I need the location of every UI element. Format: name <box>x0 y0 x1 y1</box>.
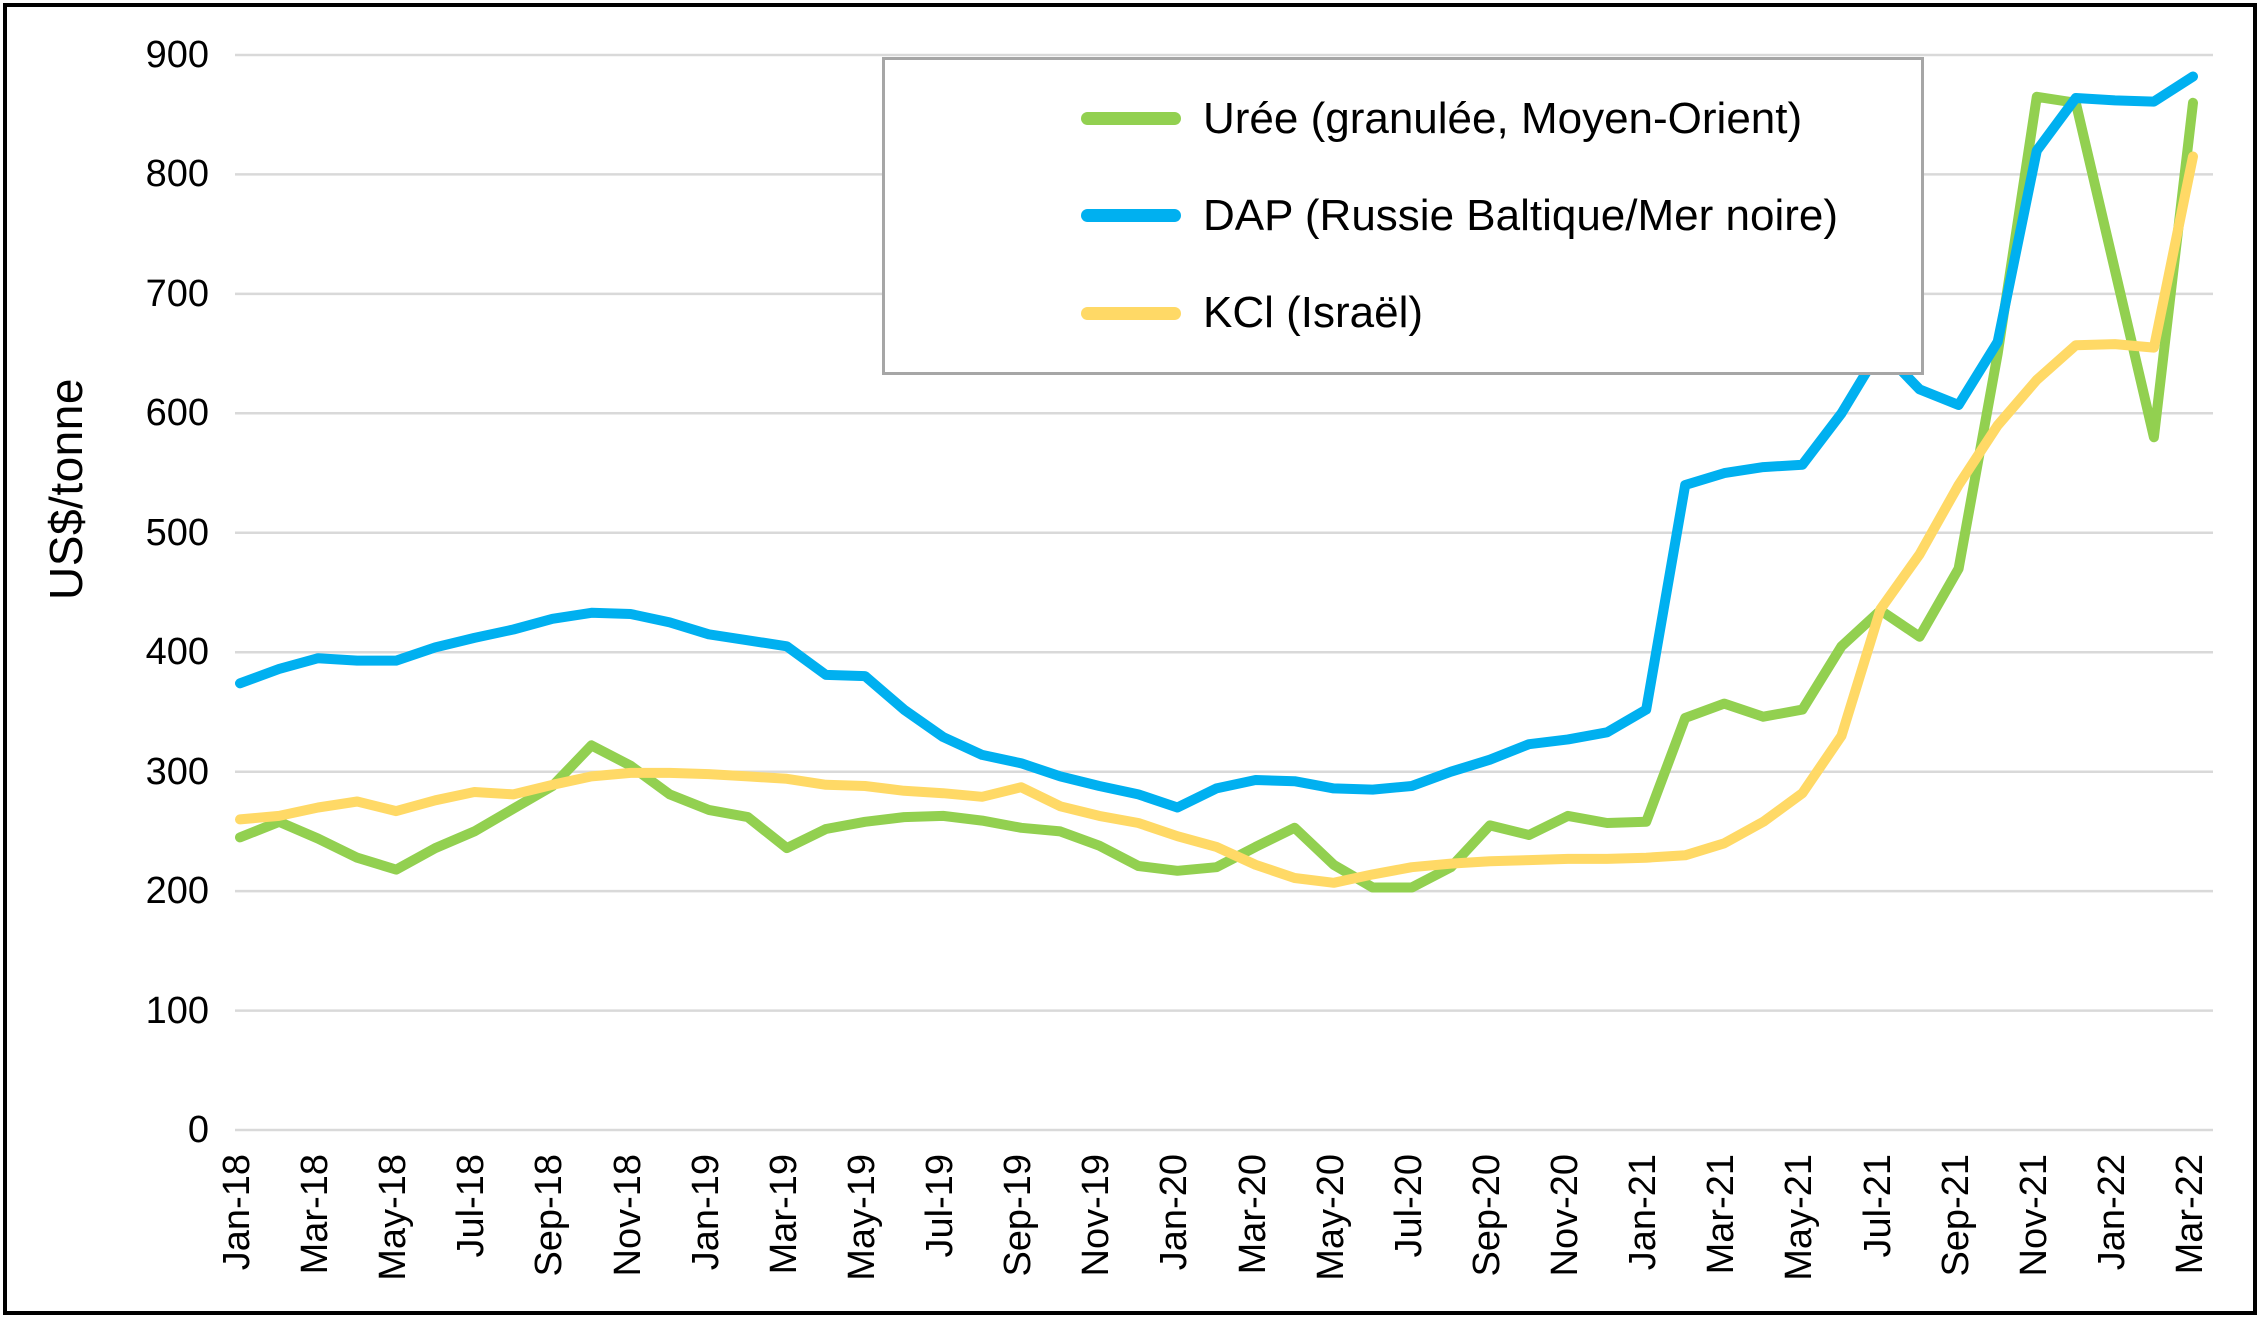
y-tick-label: 400 <box>145 631 209 674</box>
series-line-0 <box>235 91 2198 893</box>
x-tick-label: Jul-20 <box>1387 1154 1430 1258</box>
y-tick-label: 700 <box>145 272 209 315</box>
x-tick-label: May-18 <box>372 1154 415 1281</box>
legend-swatch-kcl-line <box>1081 306 1181 320</box>
legend-swatch-dap-line <box>1081 209 1181 223</box>
y-tick-label: 800 <box>145 153 209 196</box>
y-tick-label: 100 <box>145 989 209 1032</box>
x-tick-label: Nov-19 <box>1075 1154 1118 1277</box>
x-tick-label: Nov-18 <box>606 1154 649 1277</box>
x-tick-label: May-21 <box>1778 1154 1821 1281</box>
y-tick-label: 600 <box>145 392 209 435</box>
x-tick-label: Mar-19 <box>762 1154 805 1275</box>
y-tick-label: 500 <box>145 511 209 554</box>
x-tick-label: Sep-19 <box>997 1154 1040 1277</box>
chart-frame: US$/tonne 0 100 200 300 400 500 600 700 800 900 J… <box>3 3 2257 1315</box>
y-tick-label: 0 <box>187 1109 209 1151</box>
y-tick-label: 900 <box>145 34 209 76</box>
x-tick-label: Jan-21 <box>1622 1154 1665 1271</box>
x-tick-label: Nov-21 <box>2012 1154 2055 1277</box>
x-tick-label: Sep-21 <box>1934 1154 1977 1277</box>
legend-label-kcl: KCl (Israël) <box>1203 288 1424 338</box>
x-tick-label: Mar-21 <box>1700 1154 1743 1275</box>
x-tick-label: Sep-18 <box>528 1154 571 1277</box>
legend-swatch-uree-line <box>1081 112 1181 126</box>
x-tick-label: May-19 <box>840 1154 883 1281</box>
x-tick-label: Jul-19 <box>919 1154 962 1258</box>
x-tick-label: Jan-22 <box>2090 1154 2133 1271</box>
x-tick-label: Nov-20 <box>1544 1154 1587 1277</box>
y-tick-label: 300 <box>145 750 209 793</box>
y-tick-label: 200 <box>145 870 209 913</box>
x-tick-label: Jul-18 <box>450 1154 493 1258</box>
series-line-2 <box>235 151 2198 888</box>
legend-item-uree[interactable]: Urée (granulée, Moyen-Orient) <box>885 94 1921 144</box>
x-tick-label: Jan-19 <box>684 1154 727 1271</box>
x-tick-label: Sep-20 <box>1465 1154 1508 1277</box>
x-tick-label: Jan-20 <box>1153 1154 1196 1271</box>
legend-label-dap: DAP (Russie Baltique/Mer noire) <box>1203 190 1838 240</box>
legend-item-dap[interactable]: DAP (Russie Baltique/Mer noire) <box>885 191 1921 241</box>
legend-item-kcl[interactable]: KCl (Israël) <box>885 288 1921 338</box>
x-tick-label: Jan-18 <box>216 1154 258 1271</box>
x-tick-label: Jul-21 <box>1856 1154 1899 1258</box>
legend-label-uree: Urée (granulée, Moyen-Orient) <box>1203 93 1803 143</box>
x-tick-label: Mar-22 <box>2169 1154 2211 1275</box>
x-tick-label: May-20 <box>1309 1154 1352 1281</box>
x-tick-label: Mar-20 <box>1231 1154 1274 1275</box>
fertilizer-price-line-chart: US$/tonne 0 100 200 300 400 500 600 700 800 900 J… <box>7 7 2253 1311</box>
x-tick-label: Mar-18 <box>294 1154 337 1275</box>
legend: Urée (granulée, Moyen-Orient) DAP (Russi… <box>882 57 1924 375</box>
